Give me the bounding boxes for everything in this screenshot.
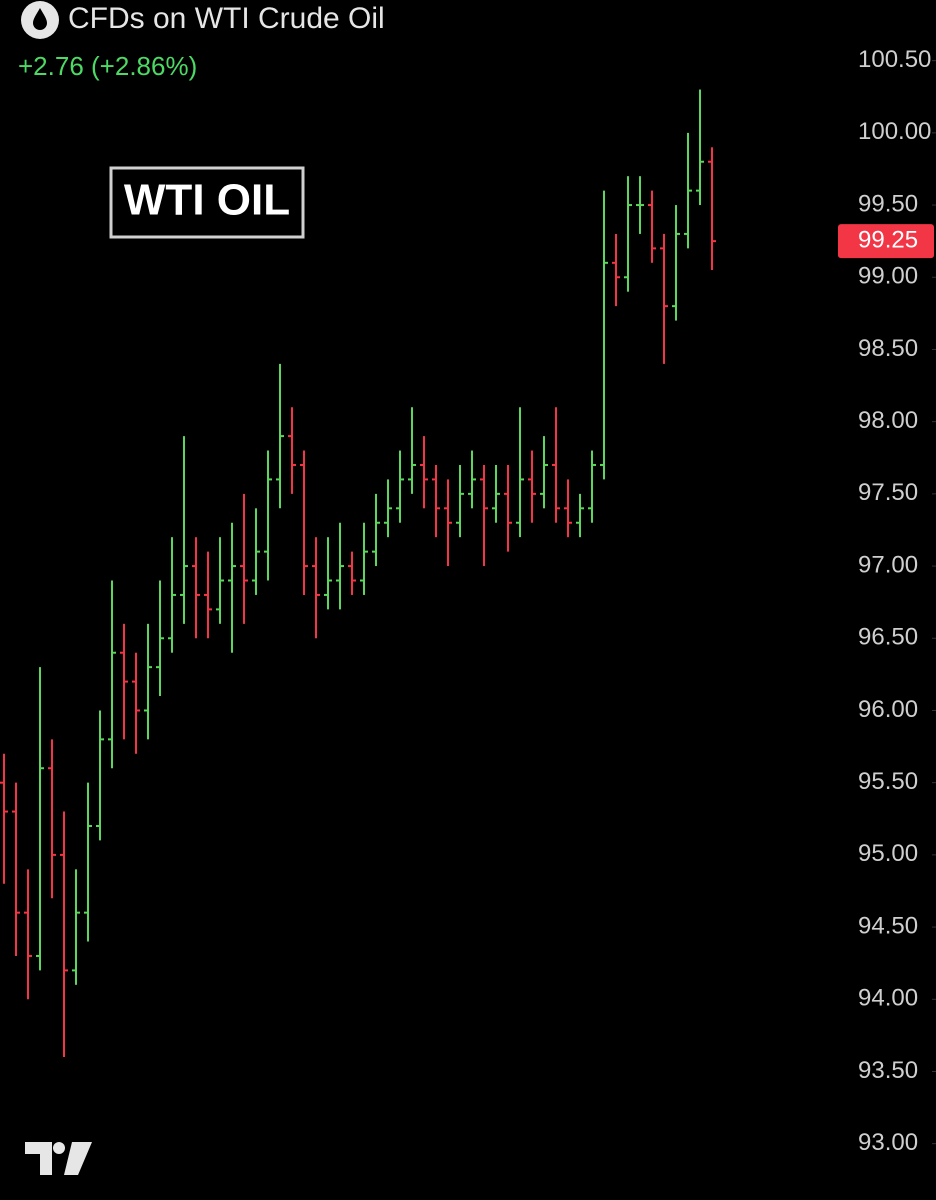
y-tick-label: 96.00 <box>858 696 918 723</box>
bars <box>0 89 716 1058</box>
y-tick-label: 97.00 <box>858 551 918 578</box>
y-tick-label: 94.00 <box>858 985 918 1012</box>
y-tick-label: 99.00 <box>858 263 918 290</box>
last-price-label: 99.25 <box>858 226 918 253</box>
price-change: +2.76 (+2.86%) <box>18 51 197 81</box>
y-tick-label: 95.50 <box>858 768 918 795</box>
y-axis: 93.00 93.50 94.00 94.50 95.00 95.50 96.00 96.50… <box>838 46 936 1156</box>
y-tick-label: 93.00 <box>858 1129 918 1156</box>
y-tick-label: 98.00 <box>858 407 918 434</box>
last-price-box <box>838 224 934 259</box>
y-tick-label: 95.00 <box>858 840 918 867</box>
y-tick-label: 96.50 <box>858 624 918 651</box>
y-tick-label: 97.50 <box>858 479 918 506</box>
annotation-box <box>109 166 305 239</box>
y-tick-label: 99.50 <box>858 190 918 217</box>
y-tick-label: 98.50 <box>858 335 918 362</box>
y-tick-label: 100.00 <box>858 118 931 145</box>
y-tick-label: 93.50 <box>858 1057 918 1084</box>
chart-title: CFDs on WTI Crude Oil <box>68 2 385 35</box>
y-tick-label: 100.50 <box>858 46 931 73</box>
drop-icon <box>33 8 47 30</box>
y-tick-label: 94.50 <box>858 912 918 939</box>
annotation: WTI OIL <box>124 176 290 225</box>
logo <box>25 1142 92 1175</box>
